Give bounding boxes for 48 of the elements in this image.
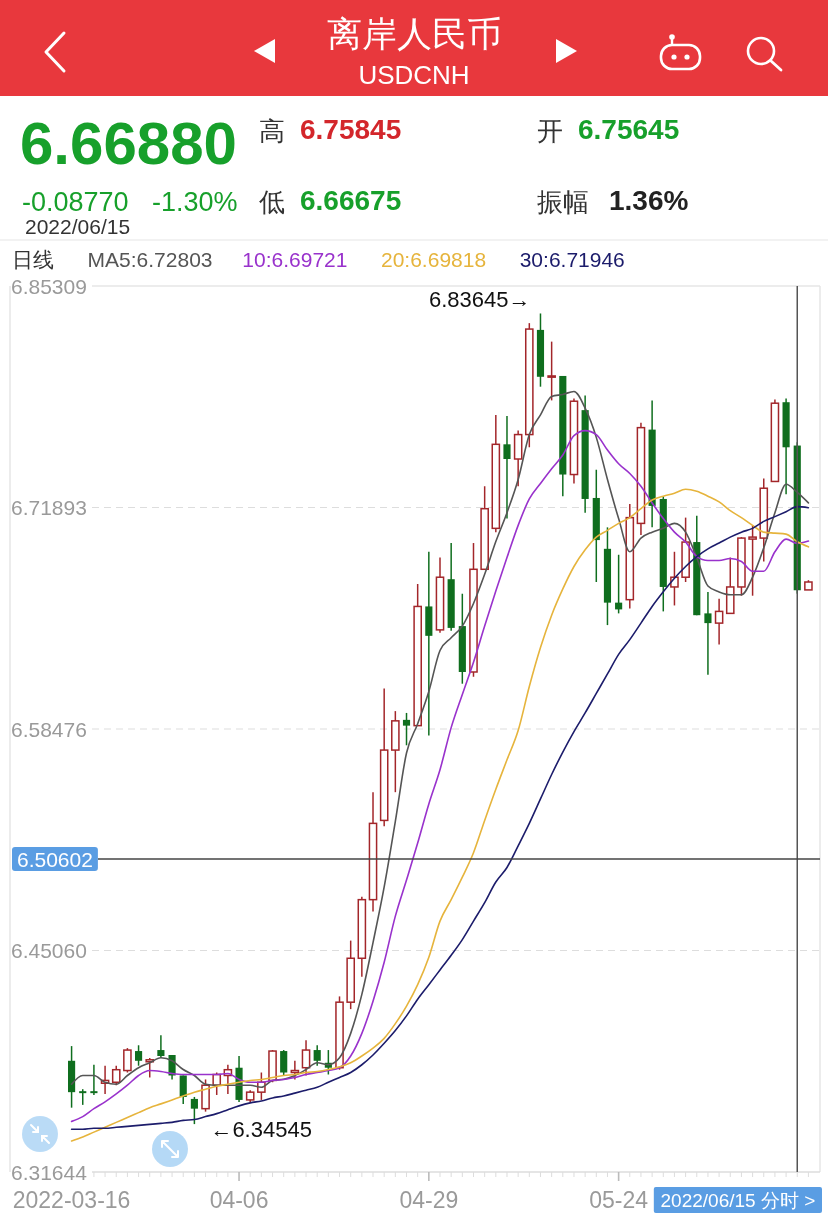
candlestick <box>179 1074 187 1105</box>
candlestick <box>704 591 712 676</box>
text: 开 <box>537 116 563 146</box>
text: 2022/06/15 分时 > <box>660 1189 816 1211</box>
text: 20:6.69818 <box>381 247 487 271</box>
candlestick <box>402 712 411 747</box>
y-tick-label: 6.31644 <box>11 1160 88 1184</box>
candlestick <box>714 597 724 646</box>
candlestick <box>670 551 679 607</box>
y-tick-label: 6.71893 <box>11 496 87 519</box>
candlestick <box>301 1039 311 1077</box>
text: 1.36% <box>609 184 689 216</box>
chart-subtitle: USDCNH <box>358 60 470 90</box>
text: 振幅 <box>537 187 589 217</box>
candlestick <box>123 1047 132 1074</box>
y-tick-label: 6.85309 <box>11 274 87 298</box>
x-tick-label: 2022-03-16 <box>12 1187 131 1213</box>
candlestick <box>190 1096 198 1125</box>
annotation: ←6.34545 <box>210 1116 312 1142</box>
candlestick <box>547 340 556 402</box>
text: 6.75845 <box>300 113 402 145</box>
candlestick <box>280 1049 288 1077</box>
candlestick <box>201 1078 210 1113</box>
x-tick-label: 04-29 <box>399 1187 459 1213</box>
text: 10:6.69721 <box>242 247 348 271</box>
text: 低 <box>259 187 285 217</box>
text: MA5:6.72803 <box>87 247 213 271</box>
text: 6.75645 <box>578 113 680 145</box>
candlestick <box>90 1064 98 1096</box>
y-tick-label: 6.45060 <box>11 939 87 962</box>
annotation: 6.83645→ <box>428 286 531 312</box>
candlestick <box>135 1044 143 1067</box>
candlestick <box>748 524 757 597</box>
y-tick-label: 6.58476 <box>11 717 87 741</box>
x-tick-label: 04-06 <box>209 1187 269 1213</box>
text: -1.30% <box>152 187 238 217</box>
text: 6.66675 <box>300 184 402 216</box>
candlestick <box>503 415 511 520</box>
text: -0.08770 <box>22 187 129 217</box>
text: 30:6.71946 <box>519 247 625 271</box>
x-tick-label: 05-24 <box>589 1187 649 1213</box>
candlestick <box>157 1034 165 1059</box>
text: 6.66880 <box>20 109 237 177</box>
candlestick <box>313 1044 321 1067</box>
text: 高 <box>259 116 285 146</box>
text: 2022/06/15 <box>25 214 131 238</box>
chart-title: 离岸人民币 <box>326 13 502 53</box>
legend-title: 日线 <box>12 247 54 271</box>
